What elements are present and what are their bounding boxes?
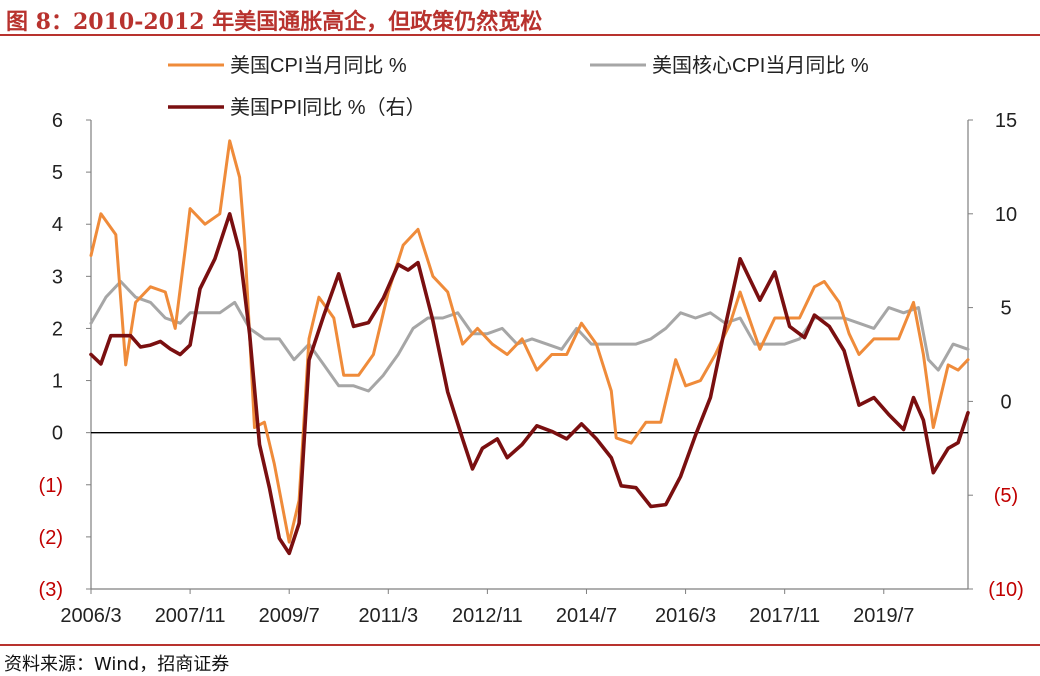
y-right-tick-label: 0 — [1000, 391, 1011, 413]
x-tick-label: 2011/3 — [358, 605, 418, 627]
x-tick-label: 2014/7 — [556, 605, 617, 627]
y-left-tick-label: 5 — [52, 162, 63, 184]
y-left-tick-label: 6 — [52, 110, 63, 132]
y-left-tick-label: 4 — [52, 214, 63, 236]
y-right-tick-label: 5 — [1000, 298, 1011, 320]
y-right-tick-label: (5) — [994, 485, 1018, 507]
series-line-ppi — [89, 212, 970, 556]
footer-divider — [0, 644, 1040, 646]
legend-item-ppi: 美国PPI同比 %（右） — [168, 96, 426, 119]
y-right-tick-label: 10 — [995, 204, 1017, 226]
chart-title: 图 8：2010-2012 年美国通胀高企，但政策仍然宽松 — [6, 9, 543, 35]
x-tick-label: 2009/7 — [259, 605, 320, 627]
y-left-tick-label: 2 — [52, 318, 63, 340]
y-right-tick-label: (10) — [988, 579, 1024, 601]
x-tick-label: 2019/7 — [853, 605, 914, 627]
y-left-tick-label: (2) — [39, 527, 63, 549]
x-tick-label: 2017/11 — [749, 605, 820, 627]
x-tick-label: 2006/3 — [60, 605, 121, 627]
x-tick-label: 2007/11 — [155, 605, 226, 627]
legend-label-core: 美国核心CPI当月同比 % — [652, 54, 869, 77]
title-divider — [0, 34, 1040, 36]
y-left-tick-label: 0 — [52, 423, 63, 445]
legend-label-cpi: 美国CPI当月同比 % — [230, 54, 407, 77]
y-left-tick-label: 3 — [52, 266, 63, 288]
legend-label-ppi: 美国PPI同比 %（右） — [230, 96, 426, 119]
y-left-tick-label: (3) — [39, 579, 63, 601]
legend-item-core: 美国核心CPI当月同比 % — [590, 54, 869, 77]
y-right-tick-label: 15 — [995, 110, 1017, 132]
y-left-tick-label: 1 — [52, 371, 63, 393]
x-tick-label: 2012/11 — [452, 605, 523, 627]
series-line-cpi — [89, 139, 970, 544]
series-line-core — [89, 280, 970, 393]
y-left-tick-label: (1) — [39, 475, 63, 497]
x-tick-label: 2016/3 — [655, 605, 716, 627]
source-note: 资料来源：Wind，招商证券 — [4, 654, 230, 675]
legend-item-cpi: 美国CPI当月同比 % — [168, 54, 407, 77]
